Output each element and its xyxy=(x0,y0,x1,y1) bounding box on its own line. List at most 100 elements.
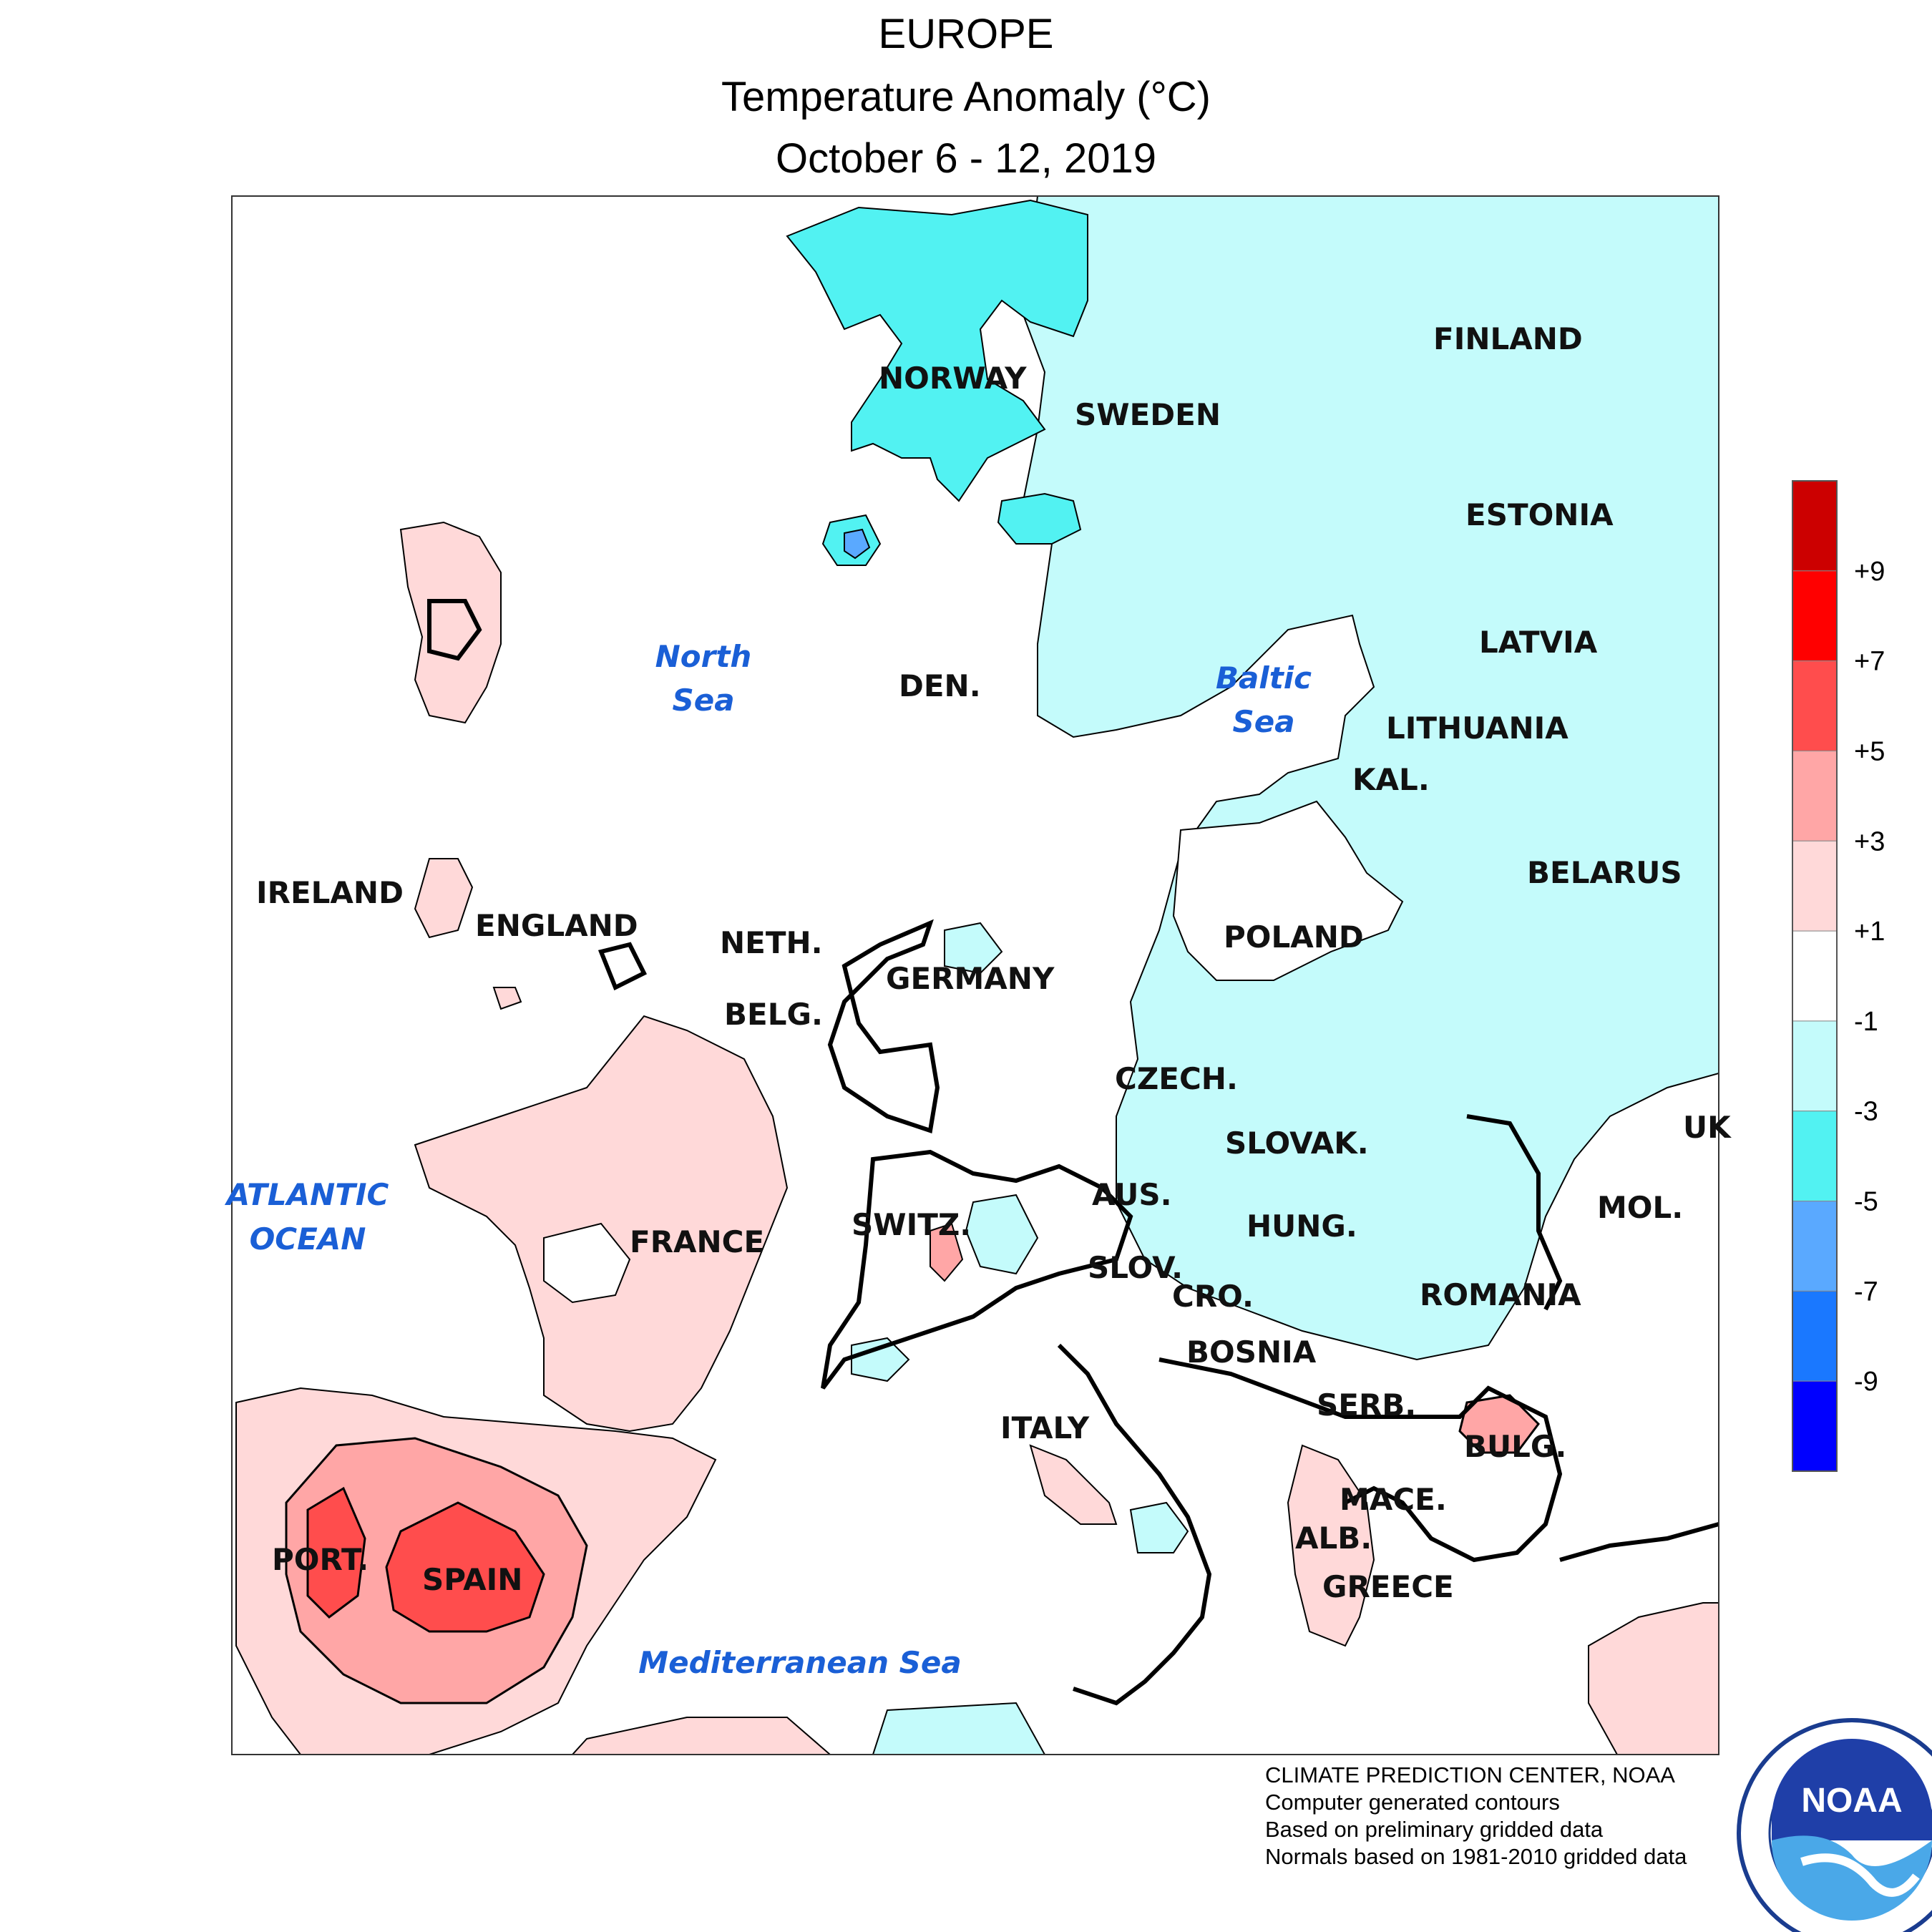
normal-region-poland xyxy=(1172,800,1404,981)
label-spain: SPAIN xyxy=(422,1562,522,1597)
label-baltic-sea-1: Baltic xyxy=(1216,660,1312,696)
legend-label: +7 xyxy=(1854,647,1885,677)
legend-swatch xyxy=(1792,840,1838,932)
credit-line-1: CLIMATE PREDICTION CENTER, NOAA xyxy=(1265,1762,1675,1787)
cold-core-oslo xyxy=(844,528,871,560)
warm-patch-alps xyxy=(930,1222,964,1282)
label-alb: ALB. xyxy=(1295,1521,1372,1556)
label-belg: BELG. xyxy=(724,997,823,1032)
contour-germany xyxy=(827,919,940,1133)
legend-label: +5 xyxy=(1854,736,1885,766)
legend: +9 +7 +5 +3 +1 -1 -3 -5 -7 -9 xyxy=(1792,480,1885,1472)
contour-england xyxy=(597,942,648,991)
label-england: ENGLAND xyxy=(475,908,638,943)
label-poland: POLAND xyxy=(1224,919,1364,955)
cold-patch-alps xyxy=(965,1194,1039,1275)
contour-balkans xyxy=(1158,1357,1563,1563)
legend-swatch xyxy=(1792,1020,1838,1112)
legend-swatch xyxy=(1792,1380,1838,1472)
label-slov: SLOV. xyxy=(1088,1250,1183,1285)
cold-patch-germany xyxy=(944,922,1003,975)
legend-swatch xyxy=(1792,570,1838,662)
label-ireland: IRELAND xyxy=(256,875,404,910)
warm-region-scotland xyxy=(399,521,502,724)
legend-label: +3 xyxy=(1854,826,1885,857)
label-hung: HUNG. xyxy=(1246,1209,1357,1244)
map-subtitle: Temperature Anomaly (°C) xyxy=(721,74,1211,120)
cold-patch-north-italy xyxy=(851,1337,910,1382)
sea-labels: North Sea Baltic Sea ATLANTIC OCEAN Medi… xyxy=(225,639,1312,1680)
label-uk: UK xyxy=(1683,1110,1732,1145)
legend-label: -1 xyxy=(1854,1007,1878,1037)
legend-swatch xyxy=(1792,1290,1838,1382)
noaa-logo: NOAA xyxy=(1737,1718,1932,1932)
legend-label: -7 xyxy=(1854,1277,1878,1307)
warm-region-north-africa xyxy=(571,1717,831,1755)
legend-swatch xyxy=(1792,1201,1838,1292)
label-atlantic-1: ATLANTIC xyxy=(225,1177,389,1212)
label-germany: GERMANY xyxy=(886,961,1055,996)
label-italy: ITALY xyxy=(1000,1410,1090,1445)
label-bosnia: BOSNIA xyxy=(1186,1335,1317,1370)
warm-core-bulgaria xyxy=(1458,1394,1540,1454)
legend-label: -5 xyxy=(1854,1187,1878,1217)
warm-region-cornwall xyxy=(492,987,522,1010)
label-serb: SERB. xyxy=(1317,1387,1416,1423)
label-sweden: SWEDEN xyxy=(1075,397,1221,432)
credits: CLIMATE PREDICTION CENTER, NOAA Computer… xyxy=(1265,1762,1687,1870)
label-cro: CRO. xyxy=(1172,1279,1254,1314)
credit-line-3: Based on preliminary gridded data xyxy=(1265,1817,1604,1842)
label-bulg: BULG. xyxy=(1464,1429,1566,1464)
warm-core-spain xyxy=(385,1501,545,1633)
label-aus: AUS. xyxy=(1092,1177,1172,1212)
label-czech: CZECH. xyxy=(1115,1061,1238,1096)
label-north-sea-2: Sea xyxy=(672,683,734,718)
legend-swatch xyxy=(1792,750,1838,841)
label-neth: NETH. xyxy=(720,925,823,960)
legend-label: +1 xyxy=(1854,917,1885,947)
label-kal: KAL. xyxy=(1352,762,1430,797)
cold-region-scandinavia xyxy=(1022,196,1719,1361)
legend-swatch xyxy=(1792,660,1838,751)
legend-label: +9 xyxy=(1854,557,1885,587)
label-belarus: BELARUS xyxy=(1527,855,1682,890)
country-labels: NORWAY SWEDEN FINLAND ESTONIA LATVIA LIT… xyxy=(256,321,1732,1604)
cold-core-sweden-lakes xyxy=(997,492,1082,545)
map-date-range: October 6 - 12, 2019 xyxy=(776,135,1156,182)
label-finland: FINLAND xyxy=(1433,321,1583,356)
contour-scotland xyxy=(427,599,482,661)
label-estonia: ESTONIA xyxy=(1465,497,1614,532)
credit-line-2: Computer generated contours xyxy=(1265,1790,1560,1815)
legend-label: -3 xyxy=(1854,1097,1878,1127)
contour-romania xyxy=(1466,1114,1563,1311)
label-switz: SWITZ. xyxy=(852,1207,971,1242)
warm-core-portugal xyxy=(306,1486,366,1619)
label-mace: MACE. xyxy=(1340,1482,1447,1517)
warm-region-italy-west xyxy=(1029,1444,1118,1525)
cold-region-mediterranean xyxy=(872,1702,1046,1755)
normal-hole-france xyxy=(543,1222,631,1304)
legend-label: -9 xyxy=(1854,1367,1878,1397)
contour-alps xyxy=(821,1149,1133,1390)
warm-region-wales xyxy=(414,858,474,939)
label-lithuania: LITHUANIA xyxy=(1386,711,1568,746)
map-title: EUROPE xyxy=(878,11,1054,57)
label-greece: GREECE xyxy=(1322,1569,1454,1604)
warm-region-greece-east xyxy=(1588,1602,1719,1755)
warm-region-balkans xyxy=(1287,1444,1375,1647)
map-frame xyxy=(231,195,1719,1755)
credit-line-4: Normals based on 1981-2010 gridded data xyxy=(1265,1844,1687,1869)
legend-swatch xyxy=(1792,480,1838,572)
label-atlantic-2: OCEAN xyxy=(250,1221,366,1257)
legend-swatch xyxy=(1792,1111,1838,1202)
label-den: DEN. xyxy=(899,668,981,703)
contour-italy xyxy=(1057,1343,1212,1706)
label-norway: NORWAY xyxy=(879,361,1027,396)
cold-core-norway xyxy=(786,199,1088,502)
legend-frame xyxy=(1792,480,1838,1472)
label-baltic-sea-2: Sea xyxy=(1232,704,1294,739)
label-slovak: SLOVAK. xyxy=(1225,1126,1369,1161)
anomaly-fields xyxy=(235,196,1719,1755)
label-north-sea-1: North xyxy=(655,639,752,674)
